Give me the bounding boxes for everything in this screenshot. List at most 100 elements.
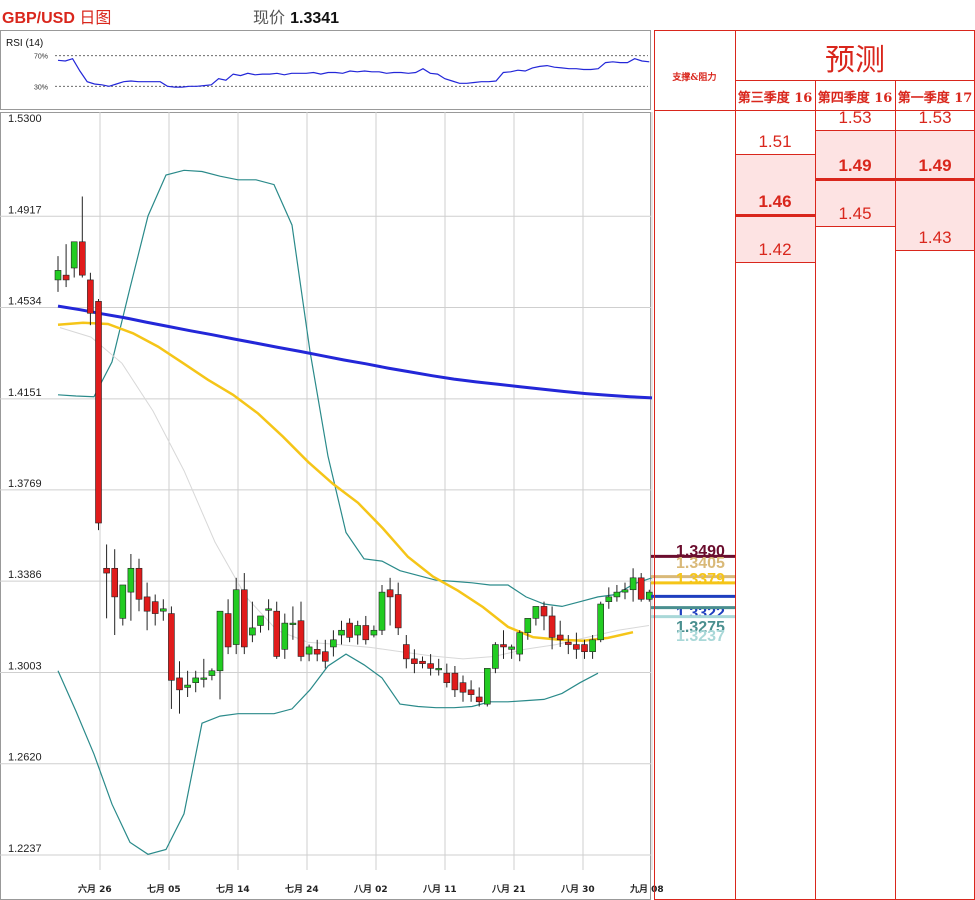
candle-up: [184, 684, 191, 688]
candle-up: [216, 610, 224, 672]
forecast-band: [735, 154, 815, 262]
candle-up: [613, 591, 621, 598]
header-divider-2: [815, 110, 975, 111]
bollinger-lower-line: [57, 653, 599, 855]
candle-down: [176, 677, 183, 691]
candle-down: [411, 658, 418, 664]
col-divider: [735, 30, 736, 900]
candle-down: [62, 274, 70, 281]
forecast-value: 1.45: [838, 204, 872, 223]
candle-up: [54, 270, 62, 281]
x-tick-label: 九月 08: [629, 883, 664, 895]
forecast-column-label: 第三季度 16: [737, 91, 813, 106]
y-tick-label: 1.5300: [8, 113, 42, 125]
level-label: 1.3237: [676, 628, 725, 645]
forecast-value: 1.42: [758, 240, 792, 259]
candle-down: [402, 644, 410, 660]
candle-down: [79, 241, 86, 276]
candle-up: [435, 668, 443, 671]
candle-up: [232, 589, 240, 645]
candle-down: [581, 644, 588, 653]
band-mid-line: [895, 178, 975, 181]
x-tick-label: 六月 26: [78, 883, 112, 895]
candle-down: [386, 589, 394, 598]
y-tick-label: 1.4917: [8, 204, 42, 216]
forecast-value: 1.53: [918, 108, 952, 127]
ma20-line: [59, 327, 650, 660]
candle-down: [548, 615, 556, 638]
candle-up: [330, 639, 337, 648]
candle-down: [637, 577, 645, 600]
candle-down: [394, 594, 402, 629]
x-tick-label: 八月 11: [422, 884, 457, 895]
y-tick-label: 1.2620: [8, 752, 42, 764]
y-tick-label: 1.3003: [8, 660, 42, 672]
band-bottom-line: [735, 262, 815, 263]
candle-down: [475, 696, 483, 703]
x-tick-label: 八月 02: [353, 884, 388, 895]
rsi-panel: [0, 30, 651, 110]
candle-up: [70, 241, 78, 269]
pair-label: GBP/USD: [2, 10, 75, 27]
price-value: 1.3341: [290, 10, 340, 27]
candle-up: [208, 670, 216, 676]
candle-up: [492, 644, 499, 669]
candle-down: [241, 589, 248, 648]
candle-up: [524, 618, 532, 633]
col-divider: [895, 80, 896, 900]
band-mid-line: [735, 214, 815, 217]
header-divider-1: [735, 110, 815, 111]
forecast-value: 1.53: [838, 108, 872, 127]
ma50-line: [57, 321, 634, 642]
candle-down: [135, 567, 143, 600]
candle-down: [573, 644, 580, 650]
period-label: 日图: [79, 8, 112, 27]
candle-down: [427, 663, 434, 669]
x-tick-label: 七月 14: [216, 883, 250, 895]
forecast-value: 1.49: [838, 156, 872, 175]
rsi-level-label: 70%: [34, 54, 48, 61]
table-border-left: [654, 30, 655, 900]
candle-down: [313, 649, 321, 655]
candle-down: [87, 279, 94, 314]
candle-up: [281, 622, 289, 650]
candle-down: [346, 622, 353, 638]
candle-down: [459, 682, 467, 693]
candle-up: [378, 591, 386, 631]
candle-up: [160, 608, 167, 612]
current-price: 现价 1.3341: [253, 4, 339, 28]
level-label: 1.3490: [676, 543, 725, 560]
ma100-line: [57, 304, 653, 400]
candle-down: [95, 301, 102, 524]
band-top-line: [815, 130, 895, 131]
candle-down: [419, 660, 426, 664]
header-divider: [735, 80, 975, 81]
candle-up: [597, 603, 605, 641]
candle-up: [508, 646, 515, 650]
y-tick-label: 1.4534: [8, 296, 42, 308]
candle-up: [589, 639, 596, 653]
candle-down: [467, 689, 475, 695]
band-mid-line: [815, 178, 895, 181]
candle-up: [338, 629, 345, 636]
candle-down: [297, 620, 305, 657]
y-tick-label: 1.3386: [8, 569, 42, 581]
x-tick-label: 八月 30: [560, 884, 595, 895]
candle-down: [224, 613, 232, 648]
y-tick-label: 1.4151: [8, 387, 42, 399]
y-tick-label: 1.2237: [8, 843, 42, 855]
candle-down: [321, 651, 329, 662]
header-divider-left: [654, 110, 735, 111]
x-tick-label: 八月 21: [491, 884, 526, 895]
forecast-title: 预测: [825, 43, 885, 78]
x-tick-label: 七月 24: [285, 883, 319, 895]
rsi-level-label: 30%: [34, 84, 48, 91]
candle-down: [564, 641, 572, 645]
rsi-line: [57, 57, 650, 88]
chart-title: GBP/USD 日图: [2, 4, 111, 28]
candle-up: [532, 606, 540, 619]
x-tick-label: 七月 05: [147, 883, 181, 895]
level-label: 1.3275: [676, 619, 725, 636]
candle-down: [103, 567, 110, 574]
forecast-column-label: 第一季度 17: [897, 91, 973, 106]
